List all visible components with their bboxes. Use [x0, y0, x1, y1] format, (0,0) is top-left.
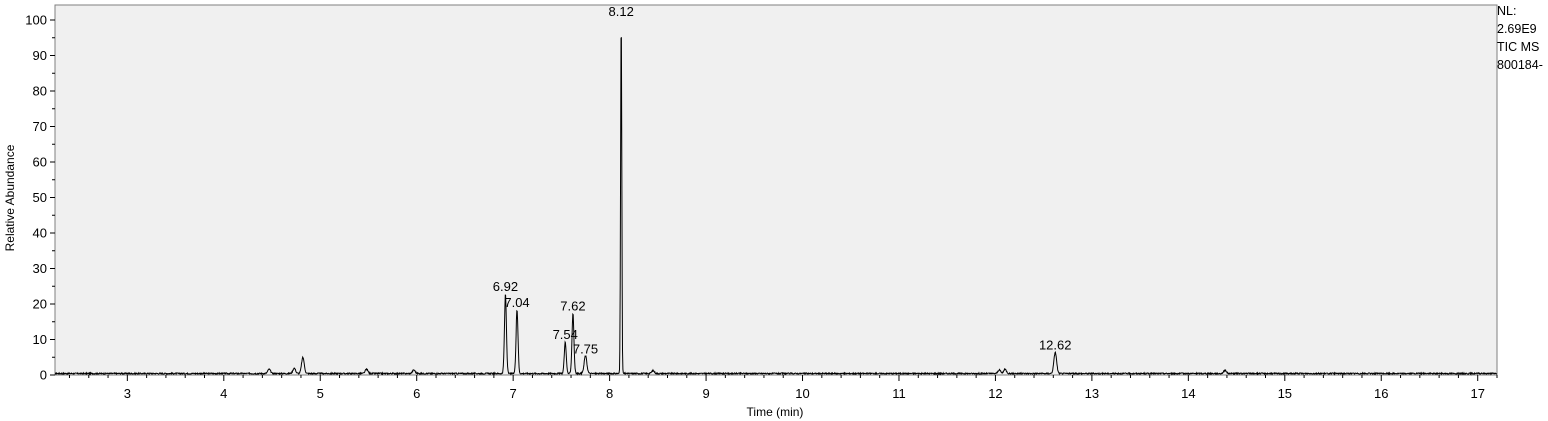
peak-label: 7.75 — [573, 341, 598, 356]
y-tick-label: 0 — [40, 368, 47, 383]
x-axis: 3 4 5 6 7 8 9 10 11 12 13 14 15 16 17 — [68, 375, 1498, 401]
y-tick-label: 70 — [33, 119, 47, 134]
y-tick-label: 20 — [33, 297, 47, 312]
x-tick-label: 7 — [510, 386, 517, 401]
y-tick-label: 10 — [33, 332, 47, 347]
peak-label: 8.12 — [609, 4, 634, 19]
x-tick-label: 11 — [892, 386, 906, 401]
x-tick-label: 6 — [413, 386, 420, 401]
x-tick-label: 13 — [1085, 386, 1099, 401]
x-tick-label: 14 — [1181, 386, 1195, 401]
y-tick-label: 100 — [25, 13, 47, 28]
y-tick-label: 40 — [33, 226, 47, 241]
y-tick-label: 90 — [33, 48, 47, 63]
peak-label: 7.62 — [560, 299, 585, 314]
x-tick-label: 5 — [317, 386, 324, 401]
nl-value: 2.69E9 — [1497, 22, 1537, 36]
x-tick-label: 16 — [1374, 386, 1388, 401]
x-tick-label: 17 — [1470, 386, 1484, 401]
y-tick-label: 80 — [33, 84, 47, 99]
peak-label: 7.04 — [504, 295, 529, 310]
y-tick-label: 50 — [33, 190, 47, 205]
x-tick-label: 10 — [795, 386, 809, 401]
x-tick-label: 4 — [220, 386, 227, 401]
peak-label: 7.54 — [553, 327, 578, 342]
tic-trace — [54, 37, 1498, 376]
x-axis-title: Time (min) — [747, 405, 804, 419]
x-tick-label: 9 — [702, 386, 709, 401]
peak-label: 12.62 — [1039, 338, 1072, 353]
y-axis: 0 10 20 30 40 50 60 70 80 90 100 — [25, 13, 55, 383]
scan-info: NL: 2.69E9 TIC MS 800184- — [1497, 2, 1543, 74]
sample-name: 800184- — [1497, 58, 1543, 72]
x-tick-label: 3 — [124, 386, 131, 401]
y-tick-label: 30 — [33, 261, 47, 276]
y-tick-label: 60 — [33, 155, 47, 170]
y-axis-title: Relative Abundance — [3, 144, 17, 251]
nl-label: NL: — [1497, 4, 1517, 18]
peak-label: 6.92 — [493, 279, 518, 294]
x-tick-label: 15 — [1278, 386, 1292, 401]
x-tick-label: 12 — [988, 386, 1002, 401]
trace-type: TIC MS — [1497, 40, 1540, 54]
x-tick-label: 8 — [606, 386, 613, 401]
peak-labels: 6.927.04 7.54 7.62 7.75 8.12 12.62 — [493, 4, 1072, 356]
plot-area — [54, 4, 1498, 376]
